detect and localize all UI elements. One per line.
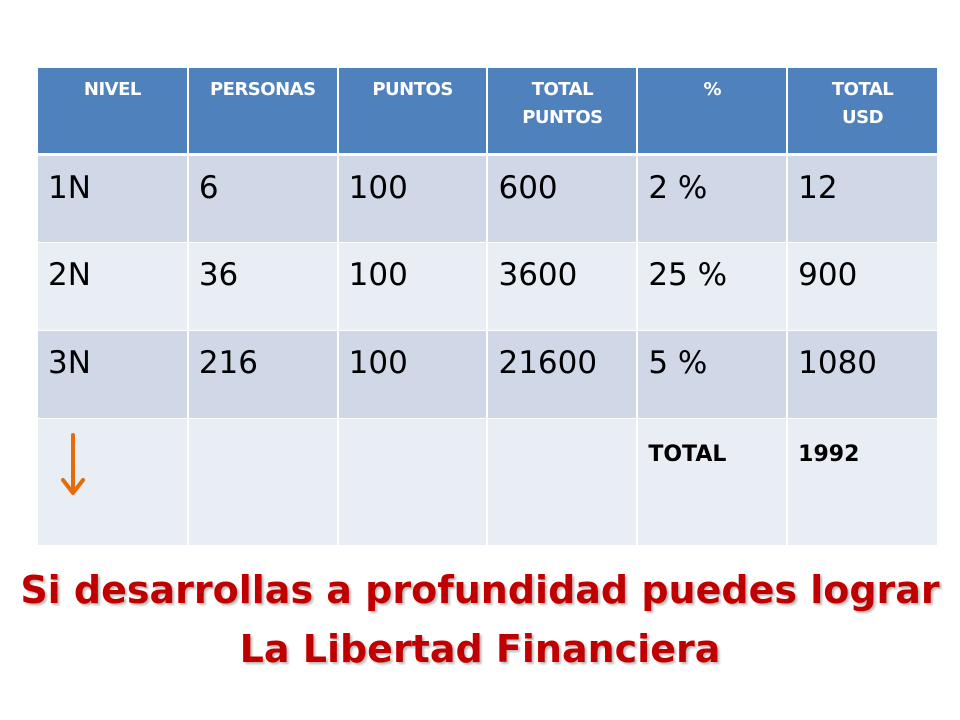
headline-line-1: Si desarrollas a profundidad puedes logr… (20, 568, 940, 612)
total-label: TOTAL (648, 441, 727, 467)
table-row: 3N 216 100 21600 5 % 1080 (38, 330, 937, 419)
cell-nivel: 2N (38, 242, 188, 331)
cell-empty (486, 418, 638, 546)
cell-personas: 216 (186, 330, 338, 419)
total-value: 1992 (798, 441, 860, 467)
cell-total-puntos: 3600 (486, 242, 638, 331)
table-row: 1N 6 100 600 2 % 12 (38, 154, 937, 243)
header-total-puntos: TOTAL PUNTOS (486, 68, 638, 156)
cell-total-label: TOTAL (636, 418, 788, 546)
cell-total-usd: 12 (786, 154, 937, 243)
cell-personas: 36 (186, 242, 338, 331)
cell-puntos: 100 (336, 242, 488, 331)
cell-percent: 2 % (636, 154, 788, 243)
cell-puntos: 100 (336, 154, 488, 243)
cell-total-value: 1992 (786, 418, 937, 546)
table-row: 2N 36 100 3600 25 % 900 (38, 242, 937, 331)
cell-personas: 6 (186, 154, 338, 243)
cell-puntos: 100 (336, 330, 488, 419)
headline-line-2: La Libertad Financiera (239, 627, 721, 671)
cell-empty (336, 418, 488, 546)
header-percent: % (636, 68, 788, 156)
header-personas: PERSONAS (186, 68, 338, 156)
header-nivel: NIVEL (38, 68, 188, 156)
table-total-row: TOTAL 1992 (38, 418, 937, 546)
cell-percent: 5 % (636, 330, 788, 419)
cell-nivel: 3N (38, 330, 188, 419)
cell-nivel: 1N (38, 154, 188, 243)
header-total-usd: TOTAL USD (786, 68, 937, 156)
cell-total-puntos: 21600 (486, 330, 638, 419)
cell-total-puntos: 600 (486, 154, 638, 243)
cell-total-usd: 1080 (786, 330, 937, 419)
points-table: NIVEL PERSONAS PUNTOS TOTAL PUNTOS % TOTA… (38, 68, 937, 546)
cell-percent: 25 % (636, 242, 788, 331)
down-arrow-icon (61, 432, 85, 495)
cell-empty (186, 418, 338, 546)
cell-arrow (38, 418, 188, 546)
header-puntos: PUNTOS (336, 68, 488, 156)
table-header-row: NIVEL PERSONAS PUNTOS TOTAL PUNTOS % TOTA… (38, 68, 937, 156)
cell-total-usd: 900 (786, 242, 937, 331)
